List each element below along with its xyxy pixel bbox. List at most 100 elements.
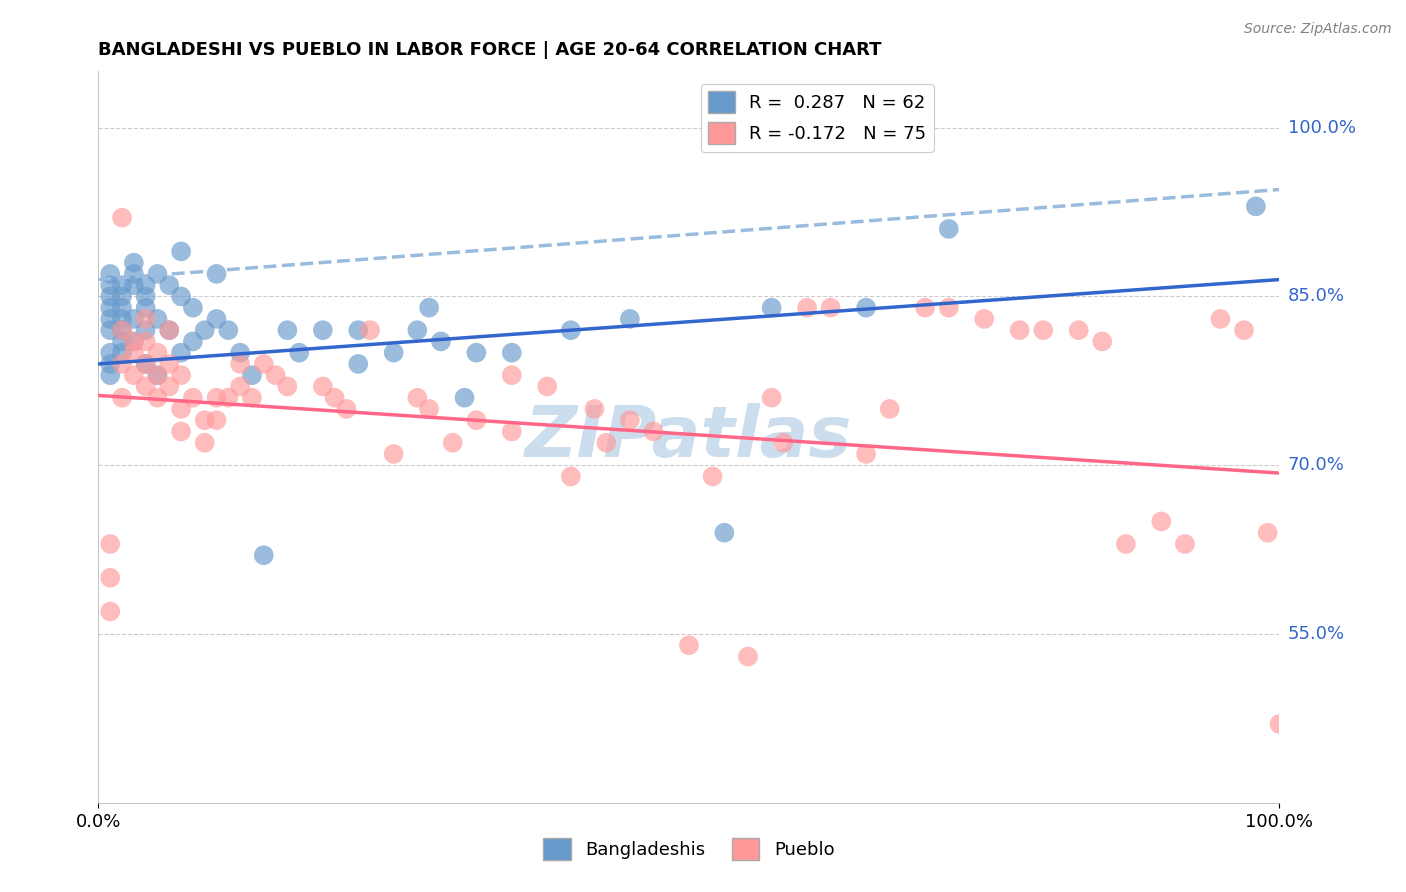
Point (135, 379, 157, 393)
Point (1257, 525, 1279, 540)
Point (441, 435, 464, 450)
Point (761, 391, 783, 405)
Point (194, 413, 217, 427)
Point (181, 301, 204, 315)
Point (264, 368, 287, 383)
Point (181, 334, 204, 349)
Point (122, 368, 145, 383)
Point (111, 278, 134, 293)
Point (1150, 515, 1173, 529)
Point (619, 413, 641, 427)
Point (406, 391, 429, 405)
Point (465, 345, 488, 359)
Point (276, 323, 298, 337)
Point (855, 447, 877, 461)
Point (194, 323, 217, 337)
Point (157, 357, 180, 371)
Point (1091, 334, 1114, 349)
Point (98, 368, 121, 383)
Point (205, 391, 228, 405)
Point (772, 435, 794, 450)
Text: Source: ZipAtlas.com: Source: ZipAtlas.com (1244, 22, 1392, 37)
Point (229, 357, 252, 371)
Point (382, 447, 405, 461)
Point (122, 334, 145, 349)
Point (761, 301, 783, 315)
Point (135, 278, 157, 293)
Point (111, 391, 134, 405)
Point (122, 345, 145, 359)
Point (229, 379, 252, 393)
Point (157, 278, 180, 293)
Point (465, 413, 488, 427)
Point (938, 301, 960, 315)
Text: 85.0%: 85.0% (1288, 287, 1344, 305)
Text: 70.0%: 70.0% (1288, 456, 1344, 475)
Point (276, 379, 298, 393)
Legend: Bangladeshis, Pueblo: Bangladeshis, Pueblo (536, 830, 842, 867)
Point (335, 401, 357, 416)
Point (217, 323, 239, 337)
Point (595, 435, 617, 450)
Point (312, 379, 335, 393)
Point (170, 289, 193, 303)
Point (98, 605, 121, 619)
Point (1244, 199, 1267, 213)
Point (1008, 323, 1031, 337)
Point (111, 301, 134, 315)
Point (170, 345, 193, 359)
Point (430, 334, 453, 349)
Point (135, 334, 157, 349)
Point (170, 244, 193, 259)
Point (713, 525, 735, 540)
Point (359, 323, 381, 337)
Point (536, 379, 558, 393)
Point (135, 323, 157, 337)
Point (229, 345, 252, 359)
Point (217, 391, 239, 405)
Point (1174, 537, 1197, 551)
Point (111, 345, 134, 359)
Point (347, 357, 370, 371)
Point (111, 323, 134, 337)
Point (146, 312, 169, 326)
Point (135, 357, 157, 371)
Point (205, 312, 228, 326)
Point (1032, 323, 1054, 337)
Point (111, 289, 134, 303)
Point (914, 301, 936, 315)
Point (146, 267, 169, 281)
Point (288, 345, 311, 359)
Point (98, 267, 121, 281)
Point (240, 368, 263, 383)
Point (157, 323, 180, 337)
Point (146, 391, 169, 405)
Point (98, 537, 121, 551)
Point (347, 323, 370, 337)
Point (157, 323, 180, 337)
Point (111, 211, 134, 225)
Point (205, 267, 228, 281)
Point (135, 312, 157, 326)
Point (1233, 323, 1256, 337)
Point (98, 289, 121, 303)
Point (111, 357, 134, 371)
Point (879, 401, 901, 416)
Text: ZIPatlas: ZIPatlas (526, 402, 852, 472)
Point (170, 368, 193, 383)
Point (111, 334, 134, 349)
Point (122, 334, 145, 349)
Point (98, 278, 121, 293)
Point (1115, 537, 1137, 551)
Point (253, 548, 276, 562)
Point (1209, 312, 1232, 326)
Point (453, 391, 475, 405)
Point (205, 413, 228, 427)
Point (146, 368, 169, 383)
Point (820, 301, 842, 315)
Point (501, 345, 523, 359)
Point (122, 278, 145, 293)
Point (194, 435, 217, 450)
Point (560, 323, 582, 337)
Point (122, 312, 145, 326)
